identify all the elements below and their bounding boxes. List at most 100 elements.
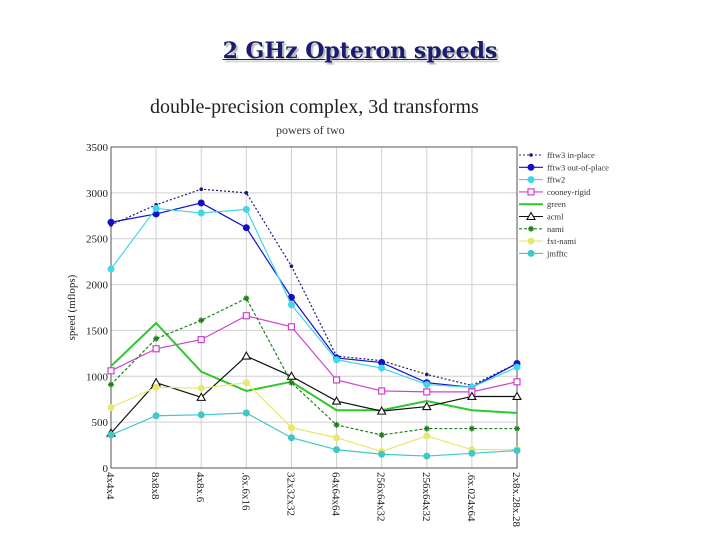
data-point <box>423 432 431 440</box>
data-point <box>424 372 429 377</box>
data-point <box>526 211 536 221</box>
data-point <box>288 379 295 386</box>
series-line <box>110 315 518 393</box>
data-point <box>108 381 114 388</box>
data-point <box>528 225 534 232</box>
data-point <box>242 224 250 232</box>
data-point <box>513 447 521 455</box>
data-point <box>107 218 115 226</box>
data-point <box>286 371 297 380</box>
data-point <box>152 412 160 420</box>
y-tick-label: 3500 <box>86 142 109 154</box>
series-fftw2 <box>107 204 521 391</box>
legend-item: green <box>519 199 567 209</box>
data-point <box>196 392 207 401</box>
legend-label: cooney-rigid <box>547 187 591 197</box>
plot-frame <box>110 146 518 469</box>
data-point <box>153 335 160 342</box>
legend-label: fftw3 out-of-place <box>547 162 609 172</box>
legend-label: fftw3 in-place <box>547 150 595 160</box>
data-point <box>242 312 250 320</box>
data-point <box>512 391 522 401</box>
chart-subtitle: powers of two <box>276 123 345 137</box>
data-point <box>152 383 160 391</box>
y-tick-label: 2000 <box>86 280 109 292</box>
data-point <box>466 391 477 401</box>
data-point <box>107 403 115 411</box>
x-tick-label: 256x64x32 <box>375 472 387 522</box>
data-point <box>378 431 385 438</box>
legend-item: acml <box>519 211 564 222</box>
data-point <box>529 153 533 157</box>
data-point <box>244 191 249 195</box>
series-line <box>110 355 517 434</box>
data-point <box>198 317 205 324</box>
legend-item: fxt-nami <box>519 236 577 246</box>
data-point <box>107 265 115 273</box>
y-tick-label: 0 <box>103 463 109 475</box>
x-tick-label: 8x8x8 <box>149 472 161 500</box>
data-point <box>333 434 341 442</box>
x-tick-label: .6x.024x64 <box>465 472 477 522</box>
data-point <box>197 411 205 419</box>
data-point <box>421 401 432 411</box>
data-point <box>197 209 205 217</box>
series-fftw3-out-of-place <box>107 199 521 391</box>
chart-title: double-precision complex, 3d transforms <box>150 96 479 118</box>
data-point <box>527 237 535 245</box>
data-point <box>423 425 430 432</box>
data-point <box>527 176 535 184</box>
data-point <box>468 449 476 457</box>
x-tick-label: 4x8x.6 <box>194 472 206 503</box>
legend-label: nami <box>547 224 565 234</box>
legend-item: cooney-rigid <box>519 187 591 197</box>
legend-item: nami <box>519 224 565 234</box>
data-point <box>527 163 535 171</box>
series-line <box>110 188 518 387</box>
legend-item: fftw2 <box>519 175 565 185</box>
series-green <box>110 321 518 414</box>
series-line <box>110 297 517 436</box>
legend-label: acml <box>547 212 564 222</box>
legend-item: fftw3 in-place <box>519 150 595 160</box>
data-point <box>287 434 295 442</box>
data-point <box>241 351 252 360</box>
series-line <box>110 207 518 388</box>
series-line <box>110 321 518 414</box>
data-point <box>333 421 340 428</box>
legend-label: fftw2 <box>547 175 565 185</box>
y-axis-label: speed (mflops) <box>66 274 78 340</box>
legend-label: jmfftc <box>546 248 568 258</box>
legend-label: green <box>547 199 567 209</box>
series-cooney-rigid <box>107 312 521 396</box>
data-point <box>378 387 386 395</box>
data-point <box>197 384 205 392</box>
y-tick-label: 3000 <box>86 188 109 200</box>
data-point <box>152 204 160 212</box>
y-tick-label: 500 <box>92 417 109 429</box>
data-point <box>468 425 475 432</box>
series-line <box>110 412 518 457</box>
x-tick-label: 64x64x64 <box>330 472 342 517</box>
slide-title: 2 GHz Opteron speeds <box>222 38 498 64</box>
legend: fftw3 in-place fftw3 out-of-place fftw2 coo… <box>519 150 609 258</box>
x-tick-label: .6x.6x16 <box>239 472 251 511</box>
x-tick-label: 32x32x32 <box>284 472 296 516</box>
data-point <box>527 188 535 196</box>
data-point <box>378 450 386 458</box>
data-point <box>199 187 204 191</box>
grid <box>110 146 518 469</box>
data-point <box>333 446 341 454</box>
data-point <box>289 264 294 269</box>
data-point <box>333 356 341 364</box>
series-acml <box>106 351 522 437</box>
data-point <box>242 205 250 213</box>
y-tick-label: 1000 <box>86 371 109 383</box>
data-point <box>514 425 520 432</box>
data-point <box>242 379 250 387</box>
series-nami <box>108 295 520 438</box>
data-point <box>287 323 296 331</box>
series-line <box>110 382 517 453</box>
legend-item: jmfftc <box>519 248 568 258</box>
